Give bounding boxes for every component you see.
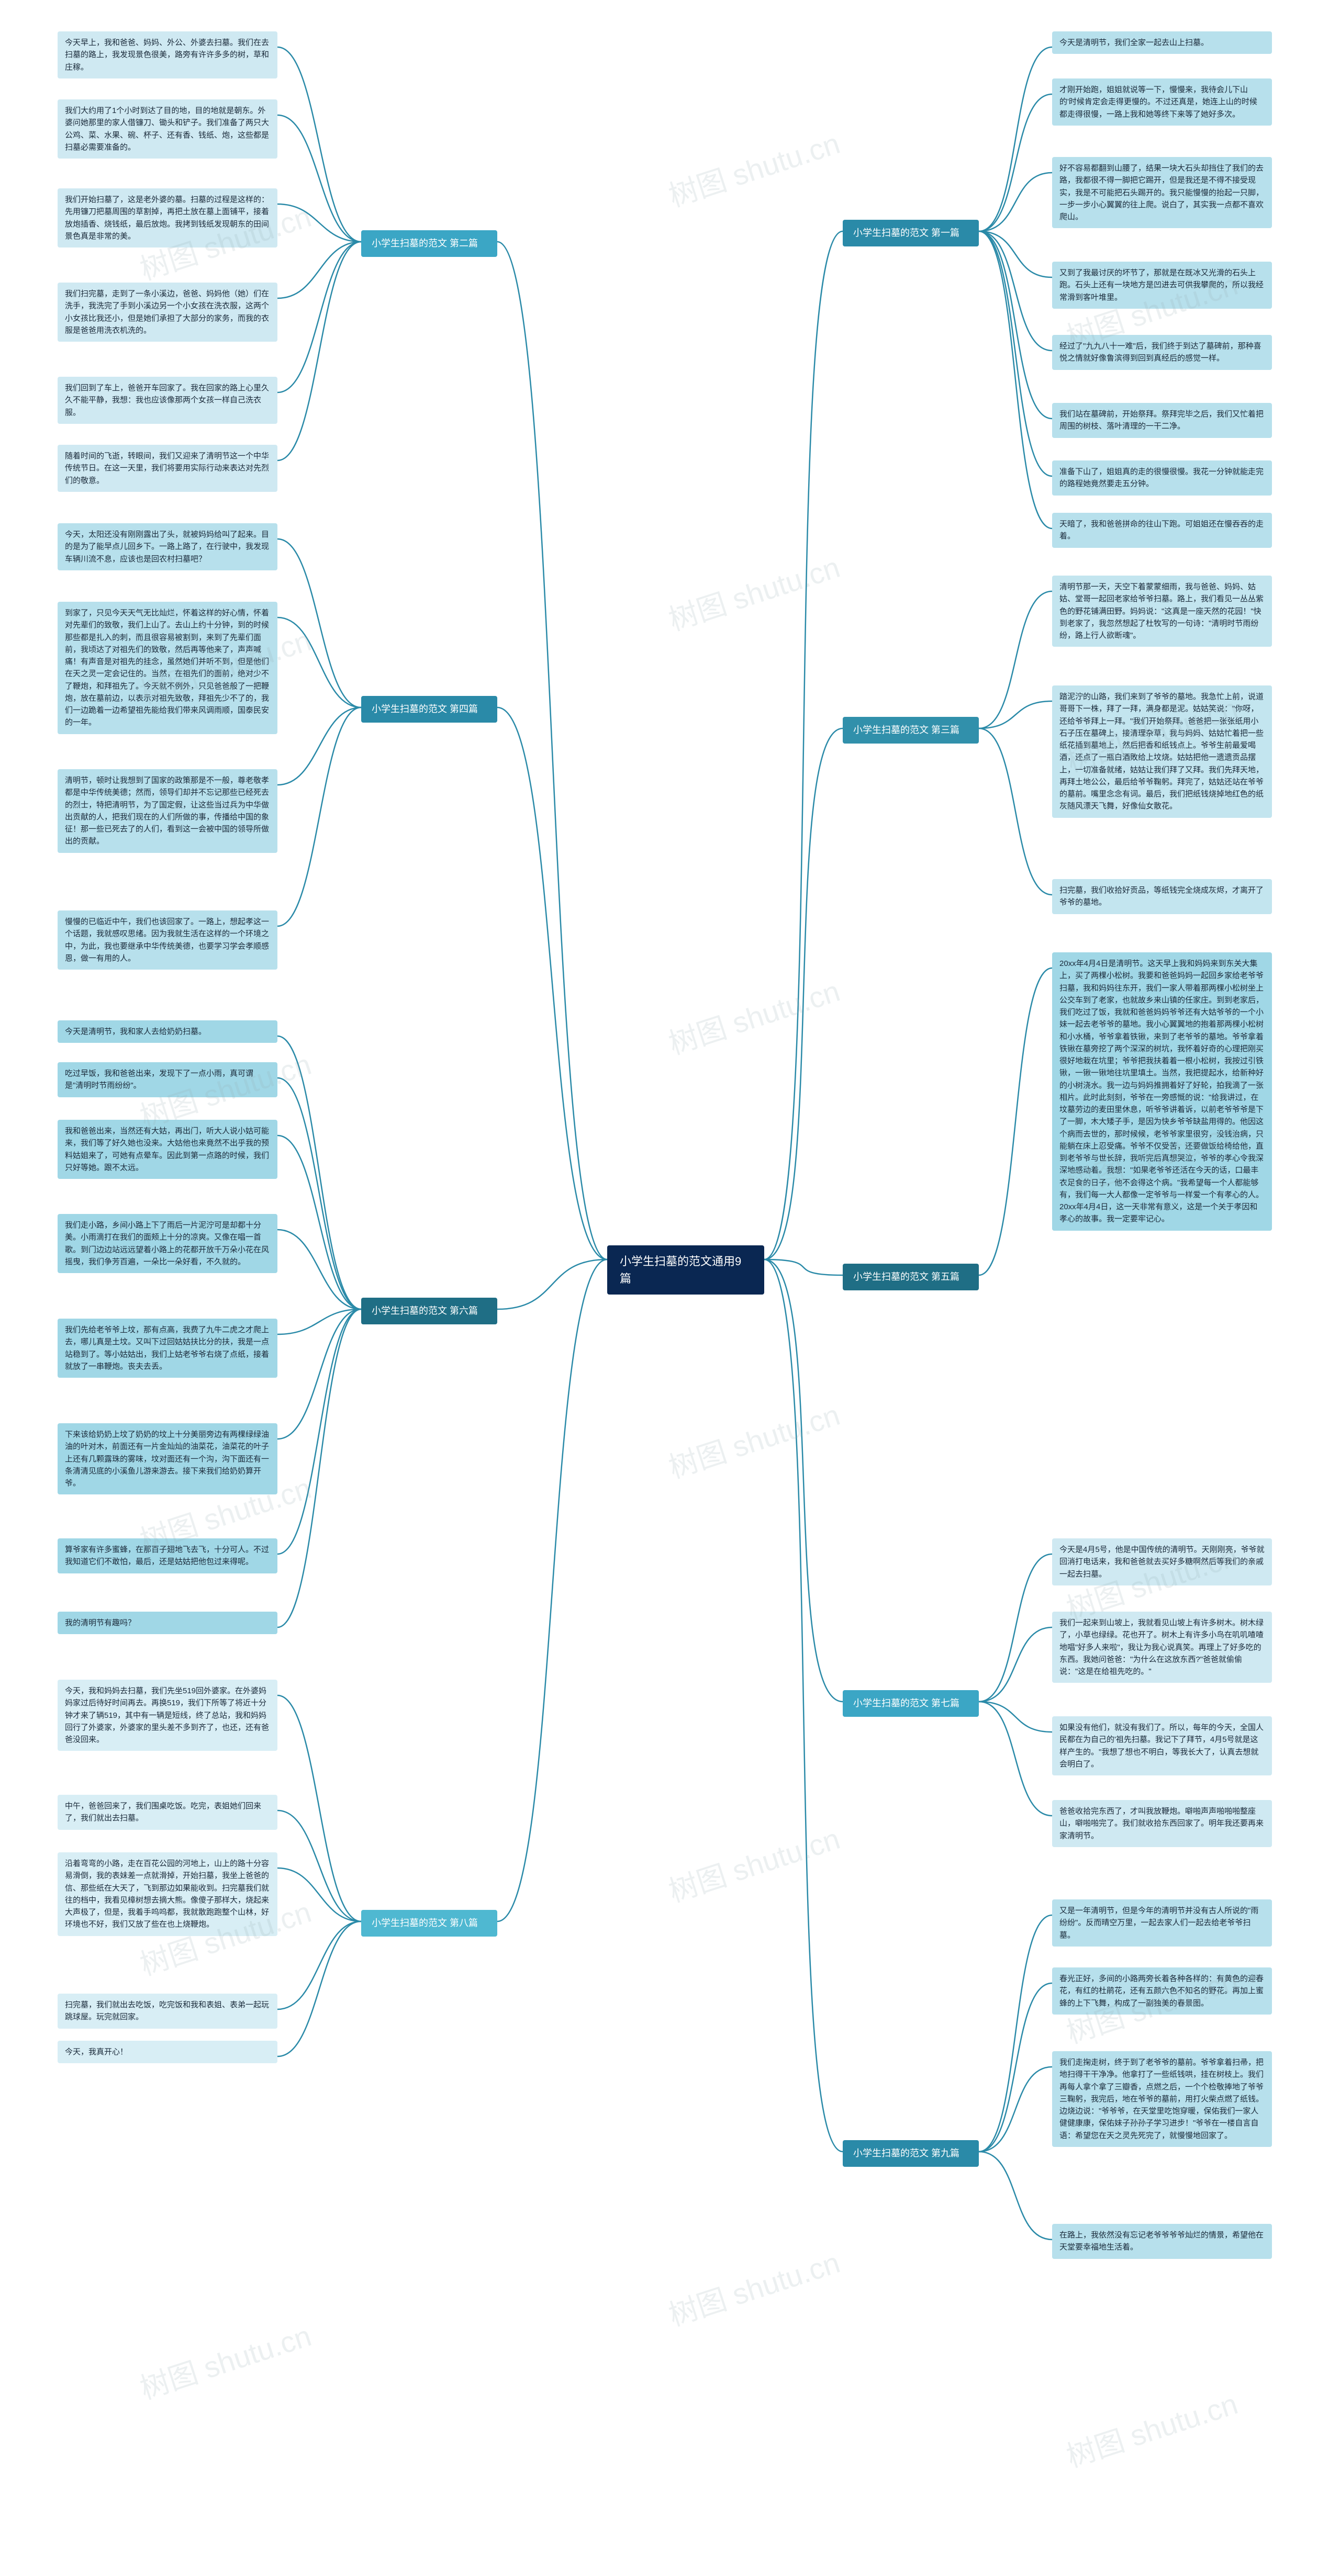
leaf-node: 又是一年清明节，但是今年的清明节并没有古人所说的"雨纷纷"。反而晴空万里，一起去… bbox=[1052, 1899, 1272, 1947]
leaf-node: 我们大约用了1个小时到达了目的地，目的地就是朝东。外婆问她那里的家人借镰刀、锄头… bbox=[58, 99, 277, 159]
leaf-node: 今天是4月5号，他是中国传统的清明节。天刚刚亮，爷爷就回消打电话来，我和爸爸就去… bbox=[1052, 1538, 1272, 1585]
watermark: 树图 shutu.cn bbox=[663, 120, 845, 216]
leaf-node: 我和爸爸出来，当然还有大姑，再出门，听大人说小姑可能来，我们等了好久她也没来。大… bbox=[58, 1120, 277, 1179]
leaf-node: 踏泥泞的山路，我们来到了爷爷的墓地。我急忙上前，说道哥哥下一株，拜了一拜，满身都… bbox=[1052, 685, 1272, 818]
watermark: 树图 shutu.cn bbox=[663, 544, 845, 639]
branch-node: 小学生扫墓的范文 第三篇 bbox=[843, 717, 979, 744]
leaf-node: 到家了，只见今天天气无比灿烂，怀着这样的好心情，怀着对先辈们的致敬，我们上山了。… bbox=[58, 602, 277, 734]
watermark: 树图 shutu.cn bbox=[663, 2240, 845, 2335]
leaf-node: 我们一起来到山坡上，我就看见山坡上有许多树木。树木绿了，小草也绿绿。花也开了。树… bbox=[1052, 1612, 1272, 1683]
leaf-node: 中午，爸爸回来了，我们围桌吃饭。吃完，表姐她们回来了，我们就出去扫墓。 bbox=[58, 1795, 277, 1830]
leaf-node: 扫完墓，我们就出去吃饭，吃完饭和我和表姐、表弟一起玩跳球屋。玩完就回家。 bbox=[58, 1994, 277, 2029]
leaf-node: 才刚开始跑，姐姐就说等一下，慢慢来，我待会儿下山的'时候肯定会走得更慢的。不过还… bbox=[1052, 78, 1272, 126]
leaf-node: 沿着弯弯的小路，走在百花公园的河地上，山上的路十分容易滑倒，我的表妹差一点就滑掉… bbox=[58, 1852, 277, 1936]
leaf-node: 好不容易都翻到山腰了，结果一块大石头却挡住了我们的去路，我都很不得一脚把它踢开，… bbox=[1052, 157, 1272, 228]
center-node: 小学生扫墓的范文通用9篇 bbox=[607, 1245, 764, 1295]
leaf-node: 随着时间的飞逝，转眼间，我们又迎来了清明节这一个中华传统节日。在这一天里，我们将… bbox=[58, 445, 277, 492]
leaf-node: 我们走掬走树，终于到了老爷爷的墓前。爷爷拿着扫帚，把地扫得干干净净。他拿打了一些… bbox=[1052, 2051, 1272, 2147]
branch-node: 小学生扫墓的范文 第二篇 bbox=[361, 230, 497, 257]
leaf-node: 今天，我和妈妈去扫墓，我们先坐519回外婆家。在外婆妈妈家过后待好时间再去。再换… bbox=[58, 1680, 277, 1751]
watermark: 树图 shutu.cn bbox=[663, 1392, 845, 1487]
leaf-node: 我们先给老爷爷上坟，那有点高，我费了九牛二虎之才爬上去，哪儿真是土坟。又叫下过回… bbox=[58, 1319, 277, 1378]
branch-node: 小学生扫墓的范文 第七篇 bbox=[843, 1690, 979, 1717]
leaf-node: 我们走小路，乡间小路上下了雨后一片泥泞可是却都十分美。小雨滴打在我们的面颊上十分… bbox=[58, 1214, 277, 1273]
leaf-node: 准备下山了，姐姐真的走的很慢很慢。我花一分钟就能走完的路程她竟然要走五分钟。 bbox=[1052, 460, 1272, 496]
leaf-node: 今天早上，我和爸爸、妈妈、外公、外婆去扫墓。我们在去扫墓的路上，我发现景色很美，… bbox=[58, 31, 277, 78]
leaf-node: 爸爸收拾完东西了，才叫我放鞭炮。噼啪声声啪啪啪整座山，噼啪啪完了。我们就收拾东西… bbox=[1052, 1800, 1272, 1847]
leaf-node: 经过了"九九八十一难"后，我们终于到达了墓碑前，那种喜悦之情就好像鲁滨得到回到真… bbox=[1052, 335, 1272, 370]
leaf-node: 扫完墓，我们收拾好贡品，等纸钱完全烧成灰烬，才离开了爷爷的墓地。 bbox=[1052, 879, 1272, 914]
watermark: 树图 shutu.cn bbox=[1060, 2381, 1243, 2476]
leaf-node: 清明节那一天，天空下着蒙蒙细雨，我与爸爸、妈妈、姑姑、堂哥一起回老家给爷爷扫墓。… bbox=[1052, 576, 1272, 647]
leaf-node: 在路上，我依然没有忘记老爷爷爷爷灿烂的情景，希望他在天堂要幸福地生活着。 bbox=[1052, 2224, 1272, 2259]
branch-node: 小学生扫墓的范文 第九篇 bbox=[843, 2140, 979, 2167]
leaf-node: 我们开始扫墓了，这是老外婆的墓。扫墓的过程是这样的：先用镰刀把墓周围的草割掉，再… bbox=[58, 188, 277, 248]
leaf-node: 算爷家有许多蜜蜂，在那百子翅地飞去飞，十分可人。不过我知道它们不敢怕，最后，还是… bbox=[58, 1538, 277, 1573]
leaf-node: 清明节，顿时让我想到了国家的政策那是不一般，尊老敬孝都是中华传统美德；然而，领导… bbox=[58, 769, 277, 853]
leaf-node: 我们回到了车上，爸爸开车回家了。我在回家的路上心里久久不能平静，我想：我也应该像… bbox=[58, 377, 277, 424]
leaf-node: 我们扫完墓，走到了一条小溪边，爸爸、妈妈他（她）们在洗手，我洗完了手到小溪边另一… bbox=[58, 283, 277, 342]
leaf-node: 我们站在墓碑前，开始祭拜。祭拜完毕之后，我们又忙着把周围的树枝、落叶清理的一干二… bbox=[1052, 403, 1272, 438]
leaf-node: 今天，太阳还没有刚刚露出了头，就被妈妈给叫了起来。目的是为了能早点儿回乡下。一路… bbox=[58, 523, 277, 570]
branch-node: 小学生扫墓的范文 第四篇 bbox=[361, 696, 497, 723]
leaf-node: 又到了我最讨厌的坏节了，那就是在既冰又光滑的石头上跑。石头上还有一块地方是凹进去… bbox=[1052, 262, 1272, 309]
leaf-node: 今天，我真开心！ bbox=[58, 2041, 277, 2063]
leaf-node: 我的清明节有趣吗？ bbox=[58, 1612, 277, 1634]
leaf-node: 今天是清明节，我们全家一起去山上扫墓。 bbox=[1052, 31, 1272, 54]
branch-node: 小学生扫墓的范文 第八篇 bbox=[361, 1910, 497, 1937]
branch-node: 小学生扫墓的范文 第六篇 bbox=[361, 1298, 497, 1324]
leaf-node: 春光正好，多间的小路两旁长着各种各样的：有黄色的迎春花，有红的杜鹃花，还有五颜六… bbox=[1052, 1967, 1272, 2015]
leaf-node: 今天是清明节，我和家人去给奶奶扫墓。 bbox=[58, 1020, 277, 1043]
leaf-node: 下来该给奶奶上坟了奶奶的坟上十分美丽旁边有两棵绿绿油油的叶对木，前面还有一片金灿… bbox=[58, 1423, 277, 1494]
leaf-node: 如果没有他们，就没有我们了。所以，每年的今天，全国人民都在为自己的'祖先扫墓。我… bbox=[1052, 1716, 1272, 1775]
leaf-node: 慢慢的已临近中午，我们也该回家了。一路上，想起孝这一个话题，我就感叹思绪。因为我… bbox=[58, 910, 277, 970]
leaf-node: 20xx年4月4日是清明节。这天早上我和妈妈来到东关大集上，买了两棵小松树。我要… bbox=[1052, 952, 1272, 1231]
watermark: 树图 shutu.cn bbox=[663, 1816, 845, 1911]
watermark: 树图 shutu.cn bbox=[134, 2313, 316, 2408]
leaf-node: 吃过早饭，我和爸爸出来，发现下了一点小雨，真可谓是"清明时节雨纷纷"。 bbox=[58, 1062, 277, 1097]
leaf-node: 天暗了，我和爸爸拼命的往山下跑。可姐姐还在慢吞吞的走着。 bbox=[1052, 513, 1272, 548]
watermark: 树图 shutu.cn bbox=[663, 968, 845, 1063]
branch-node: 小学生扫墓的范文 第一篇 bbox=[843, 220, 979, 246]
branch-node: 小学生扫墓的范文 第五篇 bbox=[843, 1264, 979, 1290]
